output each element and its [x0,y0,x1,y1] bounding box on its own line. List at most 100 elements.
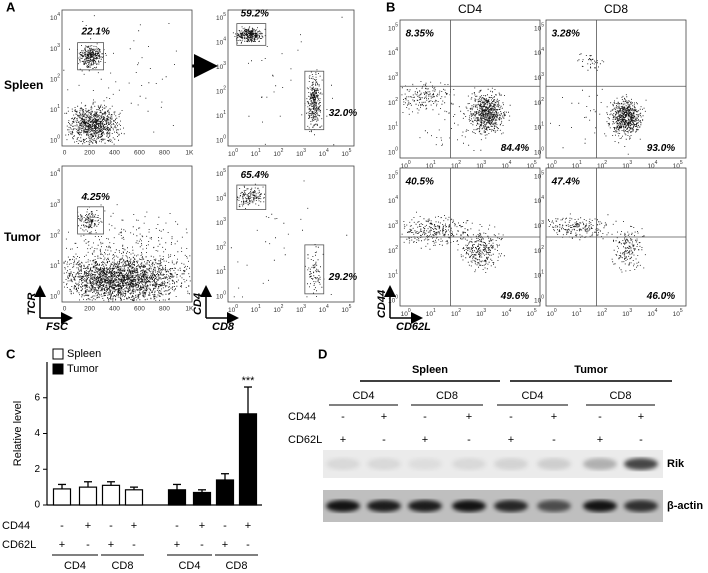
tick-exp: 1 [258,148,261,154]
tick-label: 100 [547,308,557,317]
tick-base: 10 [388,297,396,304]
tick-base: 10 [216,171,224,178]
tick-base: 10 [388,149,396,156]
tick-base: 10 [216,15,224,22]
panel-label: D [318,346,327,361]
tick-base: 10 [673,311,681,318]
tick-base: 10 [319,307,327,314]
sign: - [223,520,227,532]
tick-exp: 5 [534,160,537,166]
sign: + [59,539,65,551]
sign: - [175,520,179,532]
events [63,194,191,302]
tick-label: 101 [572,308,582,317]
column-title: CD8 [604,2,628,16]
tick-label: 100 [228,304,238,313]
tick-base: 10 [216,269,224,276]
sign: + [340,434,346,446]
tick-label: 102 [534,245,544,254]
tick-exp: 0 [223,291,226,297]
tick-label: 105 [534,23,544,32]
tick-base: 10 [501,311,509,318]
tick-label: 102 [273,148,283,157]
sign: + [131,520,137,532]
tick-exp: 5 [395,171,398,177]
row-label: CD62L [288,434,322,446]
tick-base: 10 [50,171,58,178]
tick-label: 103 [50,43,60,52]
tick-exp: 2 [57,74,60,80]
axis-label: FSC [46,321,69,333]
gate-percent: 32.0% [329,108,357,119]
tick-label: 104 [501,160,511,169]
tick-exp: 1 [57,260,60,266]
group-label: CD4 [64,560,86,572]
tick-exp: 2 [223,242,226,248]
sign: - [598,411,602,423]
tick-base: 10 [216,39,224,46]
blot-band [326,500,360,512]
band-label: Rik [667,458,685,470]
column-title: CD4 [458,2,482,16]
blot-band [537,500,571,512]
blot-band [583,458,617,470]
blot-band [624,458,658,470]
tick-label: 102 [388,245,398,254]
tick-exp: 0 [408,160,411,166]
tick-exp: 0 [57,135,60,141]
tick-label: 102 [50,74,60,83]
tick-exp: 3 [629,308,632,314]
sign: - [382,434,386,446]
tick-exp: 4 [223,37,226,43]
sign: - [509,411,513,423]
tick-exp: 3 [223,217,226,223]
tick-exp: 4 [509,160,512,166]
bar [215,479,235,506]
tick-label: 101 [426,308,436,317]
tick-exp: 1 [541,270,544,276]
tick-label: 102 [597,308,607,317]
tick-base: 10 [388,173,396,180]
tick-exp: 0 [395,295,398,301]
tick-label: 1K [185,306,194,313]
tick-base: 10 [572,163,580,170]
sign: - [86,539,90,551]
tick-label: 600 [134,150,145,157]
tick-base: 10 [341,151,349,158]
tick-label: 105 [341,148,351,157]
tick-label: 105 [673,160,683,169]
tick-label: 800 [159,150,170,157]
tick-base: 10 [319,151,327,158]
tick-base: 10 [273,151,281,158]
tick-base: 10 [426,311,434,318]
row-label: CD44 [2,520,30,532]
tick-label: 105 [216,12,226,21]
tick-base: 10 [647,311,655,318]
tick-exp: 4 [509,308,512,314]
sign: + [245,520,251,532]
tick-label: 103 [296,148,306,157]
tick-base: 10 [296,151,304,158]
tick-base: 10 [388,75,396,82]
tick-exp: 4 [395,47,398,53]
tick-exp: 5 [223,168,226,174]
tick-exp: 3 [223,61,226,67]
tick-base: 10 [50,76,58,83]
tick-exp: 5 [541,171,544,177]
tick-base: 10 [597,163,605,170]
tick-label: 104 [319,148,329,157]
gate-percent: 22.1% [81,26,110,37]
tick-base: 10 [401,311,409,318]
tick-base: 10 [388,223,396,230]
tick-label: 200 [84,150,95,157]
blot-band [452,500,486,512]
tick-base: 10 [534,75,542,82]
tick-exp: 4 [223,193,226,199]
events [401,211,505,273]
gate [304,70,325,131]
tick-exp: 2 [281,304,284,310]
tick-label: 103 [476,308,486,317]
plot-frame [545,19,687,159]
panel-label: B [386,0,395,14]
tick-label: 100 [228,148,238,157]
